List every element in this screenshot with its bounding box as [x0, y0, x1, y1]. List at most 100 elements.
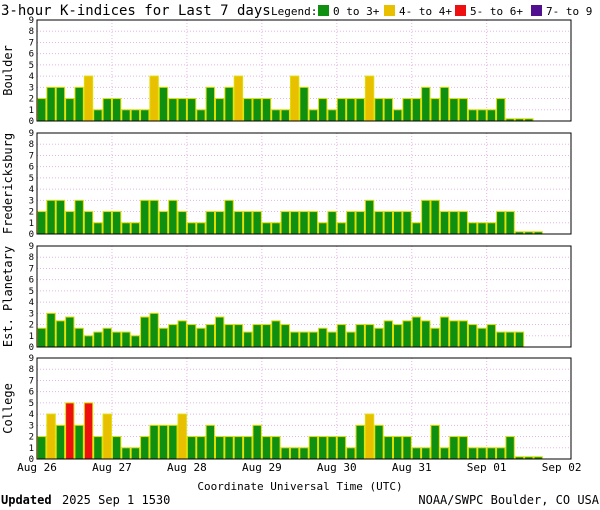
- bar: [346, 447, 356, 460]
- bar: [346, 211, 356, 235]
- bar: [439, 316, 450, 348]
- bar: [486, 109, 497, 122]
- bar: [177, 413, 187, 460]
- bar: [243, 331, 253, 348]
- x-tick-label: Aug 29: [242, 461, 282, 474]
- bar: [467, 447, 478, 460]
- bar: [37, 436, 47, 460]
- bar: [430, 98, 440, 122]
- y-tick-label: 9: [29, 16, 34, 26]
- bar: [486, 222, 497, 235]
- bar: [83, 335, 94, 348]
- bar: [421, 199, 431, 235]
- y-tick-label: 5: [29, 399, 34, 409]
- bar: [196, 109, 206, 122]
- y-tick-label: 2: [29, 208, 34, 218]
- bar: [467, 222, 478, 235]
- bar: [140, 109, 150, 122]
- y-tick-label: 2: [29, 433, 34, 443]
- bar: [289, 447, 300, 460]
- bar: [261, 98, 272, 122]
- bar: [327, 211, 337, 235]
- bar: [74, 327, 84, 348]
- bar: [74, 424, 84, 460]
- legend-label-2: 5- to 6+: [470, 5, 523, 18]
- y-tick-label: 5: [29, 61, 34, 71]
- legend-label-0: 0 to 3+: [333, 5, 380, 18]
- bar: [364, 75, 375, 122]
- bar: [430, 199, 440, 235]
- bar: [421, 320, 431, 348]
- bar: [121, 447, 131, 460]
- bar: [374, 327, 384, 348]
- bar: [383, 211, 394, 235]
- bar: [355, 98, 365, 122]
- bar: [140, 436, 150, 460]
- x-tick-label: Aug 27: [92, 461, 132, 474]
- bar: [449, 320, 459, 348]
- bar: [65, 316, 75, 348]
- bar: [149, 424, 159, 460]
- bar: [65, 98, 75, 122]
- bar: [233, 324, 244, 348]
- bar: [111, 436, 122, 460]
- bar: [149, 312, 159, 348]
- bar: [411, 222, 422, 235]
- bar: [65, 211, 75, 235]
- bar: [205, 324, 215, 348]
- bar: [364, 199, 375, 235]
- bar: [271, 320, 281, 348]
- bar: [243, 211, 253, 235]
- bar: [55, 86, 66, 122]
- bar: [243, 436, 253, 460]
- bar: [439, 447, 450, 460]
- bar: [215, 211, 225, 235]
- bar: [55, 424, 66, 460]
- y-tick-label: 4: [29, 410, 34, 420]
- bar: [393, 436, 403, 460]
- legend-swatch-3: [531, 5, 542, 16]
- legend-label-1: 4- to 4+: [399, 5, 452, 18]
- bar: [458, 211, 468, 235]
- legend: 0 to 3+ 4- to 4+ 5- to 6+ 7- to 9: [318, 5, 592, 18]
- bar: [224, 324, 234, 348]
- panel-label: Fredericksburg: [1, 133, 15, 234]
- updated-label: Updated: [1, 493, 52, 507]
- y-tick-label: 6: [29, 163, 34, 173]
- y-tick-label: 4: [29, 72, 34, 82]
- bar: [355, 211, 365, 235]
- x-tick-label: Aug 31: [392, 461, 432, 474]
- source-credit: NOAA/SWPC Boulder, CO USA: [418, 493, 599, 507]
- y-tick-label: 6: [29, 276, 34, 286]
- panel-frame: [36, 357, 572, 460]
- bar: [289, 75, 300, 122]
- legend-swatch-2: [455, 5, 466, 16]
- bar: [449, 436, 459, 460]
- bar: [477, 222, 487, 235]
- bar: [46, 413, 56, 460]
- bar: [149, 75, 159, 122]
- y-tick-label: 2: [29, 95, 34, 105]
- bar: [346, 331, 356, 348]
- bar: [121, 222, 131, 235]
- chart-panels: 0123456789Boulder0123456789Fredericksbur…: [1, 16, 572, 465]
- bar: [383, 320, 394, 348]
- bar: [336, 324, 347, 348]
- bar: [215, 316, 225, 348]
- bar: [505, 331, 515, 348]
- legend-swatch-1: [384, 5, 395, 16]
- bar: [439, 211, 450, 235]
- panel-frame: [36, 132, 572, 235]
- bar: [168, 98, 178, 122]
- bar: [271, 109, 281, 122]
- bar: [280, 447, 290, 460]
- bar: [55, 199, 66, 235]
- bar: [374, 98, 384, 122]
- bar: [46, 312, 56, 348]
- bar: [111, 331, 122, 348]
- bar: [346, 98, 356, 122]
